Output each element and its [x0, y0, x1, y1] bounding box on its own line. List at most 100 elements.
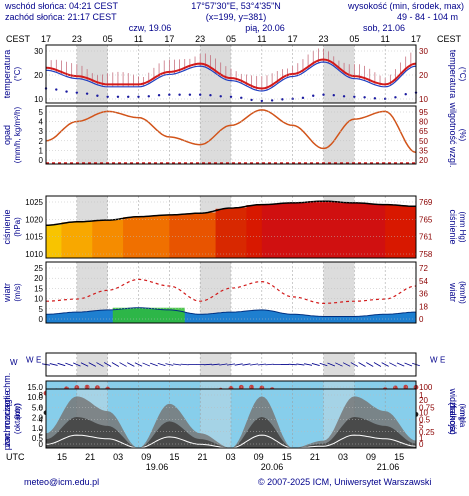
hour-label-top: 23: [72, 34, 82, 44]
temperature-panel-tick-right: 20: [419, 71, 428, 80]
dewpoint-point: [302, 97, 304, 99]
dewpoint-point: [353, 96, 355, 98]
hour-label-bottom: 21: [197, 452, 207, 462]
wind-dir-e-right: E: [440, 356, 445, 365]
hour-label-bottom: 15: [394, 452, 404, 462]
date-label-3: 21.06: [377, 462, 400, 472]
cloudiness-panel-ylabel-right-unit: mgła: [458, 410, 467, 428]
pressure-panel-tick-left: 1020: [25, 215, 43, 224]
pressure-area-segment: [92, 220, 108, 258]
dewpoint-point: [178, 94, 180, 96]
dewpoint-point: [261, 100, 263, 102]
hour-label-bottom: 21: [310, 452, 320, 462]
precip-panel-tick-left: 5: [39, 108, 44, 117]
temperature-panel-tick-left: 10: [34, 95, 43, 104]
pressure-area-segment: [46, 225, 62, 258]
wind-panel-tick-left: 20: [34, 274, 43, 283]
pressure-area-segment: [246, 205, 262, 258]
pressure-panel-tick-right: 758: [419, 250, 433, 259]
dewpoint-point: [76, 91, 78, 93]
pressure-area-segment: [216, 209, 232, 258]
dewpoint-point: [86, 92, 88, 94]
pressure-panel-tick-left: 1025: [25, 198, 43, 207]
cloudiness-panel-tick-left: 4: [39, 416, 44, 425]
precip-panel-tick-left: 2: [39, 137, 44, 146]
pressure-panel-ylabel-left-unit: (hPa): [13, 217, 22, 237]
hour-label-bottom: 21: [85, 452, 95, 462]
dewpoint-point: [343, 95, 345, 97]
dewpoint-point: [363, 96, 365, 98]
cloudiness-panel-tick-left: 0: [39, 440, 44, 449]
precip-panel-tick-right: 50: [419, 137, 428, 146]
pressure-area-segment: [185, 213, 201, 258]
pressure-area-segment: [293, 203, 309, 258]
precip-panel-tick-left: 1: [39, 146, 44, 155]
pressure-area-segment: [354, 203, 370, 258]
wind-dir-e: E: [36, 356, 41, 365]
hour-label-top: 17: [411, 34, 421, 44]
pressure-panel-ylabel-right-unit: (mm Hg): [458, 211, 467, 242]
hour-label-top: 11: [134, 34, 143, 44]
wind-panel-tick-left: 5: [39, 305, 44, 314]
wind-panel-ylabel-right-unit: (km/h): [458, 281, 467, 304]
dewpoint-point: [374, 97, 376, 99]
temperature-panel-tick-right: 10: [419, 95, 428, 104]
pressure-area-segment: [123, 217, 139, 258]
precip-panel-tick-right: 20: [419, 156, 428, 165]
precip-panel-ylabel-right-unit: (%): [458, 129, 467, 142]
dewpoint-point: [168, 94, 170, 96]
dewpoint-point: [189, 94, 191, 96]
hour-label-top: 05: [349, 34, 359, 44]
precip-panel-tick-left: 0: [39, 156, 44, 165]
pressure-panel-ylabel-right: ciśnienie: [448, 209, 458, 244]
pressure-area-segment: [169, 215, 185, 258]
pressure-area-segment: [262, 204, 278, 258]
precip-panel-night-band: [77, 106, 108, 164]
precip-panel-ylabel-right: wilgotność wzgl.: [448, 101, 458, 167]
temperature-panel-tick-left: 30: [34, 47, 43, 56]
pressure-panel-tick-right: 765: [419, 215, 433, 224]
precip-panel-tick-right: 80: [419, 118, 428, 127]
cloudiness-panel-tick-right: 0.25: [419, 428, 435, 437]
pressure-area-segment: [385, 205, 401, 258]
precip-panel-tick-right: 35: [419, 146, 428, 155]
pressure-panel-ylabel-left: ciśnienie: [2, 209, 12, 244]
hour-label-top: 23: [195, 34, 205, 44]
pressure-area-segment: [339, 203, 355, 258]
hour-label-bottom: 03: [113, 452, 123, 462]
temperature-panel-ylabel-left: temperatura: [2, 50, 12, 99]
tz-left: CEST: [6, 34, 31, 44]
day-label-2: pią, 20.06: [245, 23, 285, 33]
wind-panel-tick-right: 36: [419, 290, 428, 299]
pressure-area-segment: [77, 222, 93, 258]
temperature-panel-tick-left: 20: [34, 71, 43, 80]
dewpoint-point: [117, 96, 119, 98]
cloudiness-panel-tick-left: 6: [39, 403, 44, 412]
dewpoint-point: [220, 95, 222, 97]
dewpoint-point: [158, 94, 160, 96]
wind-panel-tick-right: 0: [419, 315, 424, 324]
wind-panel-ylabel-left-unit: (m/s): [13, 283, 22, 302]
dewpoint-point: [55, 88, 57, 90]
wind-panel-tick-left: 25: [34, 264, 43, 273]
hour-label-bottom: 09: [366, 452, 376, 462]
hour-label-top: 11: [257, 34, 266, 44]
wind-panel-tick-right: 54: [419, 277, 428, 286]
precip-panel-ylabel-left-unit: (mm/h, kg/m²/h): [13, 106, 22, 163]
temperature-panel-ylabel-left-unit: (°C): [13, 67, 22, 82]
elevation-values: 49 - 84 - 104 m: [397, 12, 458, 22]
cloudiness-panel-tick-right: 0.5: [419, 416, 431, 425]
footer-copyright: © 2007-2025 ICM, Uniwersytet Warszawski: [258, 477, 431, 487]
wind-panel-tick-left: 10: [34, 295, 43, 304]
dewpoint-point: [405, 93, 407, 95]
pressure-area-segment: [139, 216, 155, 258]
precip-panel-tick-left: 3: [39, 127, 44, 136]
dewpoint-point: [281, 98, 283, 100]
temperature-panel-ylabel-right-unit: (°C): [458, 67, 467, 82]
elevation-label: wysokość (min, środek, max): [347, 1, 464, 11]
pressure-area-segment: [308, 201, 324, 258]
wind-panel-night-band: [324, 262, 355, 323]
